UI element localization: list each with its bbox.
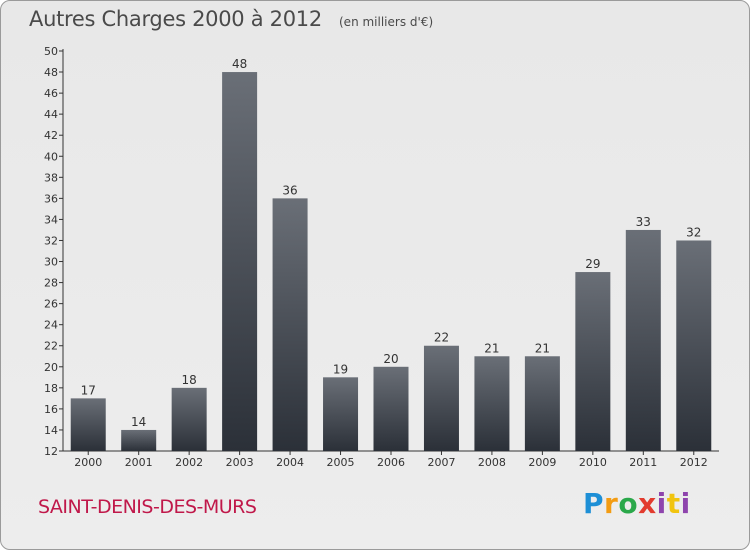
bar-value-label: 19 xyxy=(333,362,348,376)
bar-value-label: 14 xyxy=(131,415,146,429)
bar xyxy=(121,429,157,451)
commune-name: SAINT-DENIS-DES-MURS xyxy=(38,496,257,518)
x-tick-label: 2001 xyxy=(125,456,153,469)
y-tick-label: 34 xyxy=(44,213,58,226)
bar-value-label: 36 xyxy=(282,183,297,197)
bar xyxy=(272,198,308,451)
bar xyxy=(474,356,510,451)
bar-value-label: 21 xyxy=(535,341,550,355)
y-tick-label: 42 xyxy=(44,129,58,142)
x-tick-label: 2012 xyxy=(680,456,708,469)
y-tick-label: 12 xyxy=(44,445,58,458)
proxiti-logo[interactable]: Proxiti xyxy=(583,487,691,520)
y-tick-label: 22 xyxy=(44,340,58,353)
y-tick-label: 32 xyxy=(44,234,58,247)
bar-value-label: 17 xyxy=(81,383,96,397)
x-tick-label: 2010 xyxy=(579,456,607,469)
y-tick-label: 26 xyxy=(44,298,58,311)
bar xyxy=(625,229,661,451)
bar xyxy=(524,356,560,451)
x-tick-label: 2004 xyxy=(276,456,304,469)
y-tick-label: 30 xyxy=(44,256,58,269)
y-tick-label: 38 xyxy=(44,171,58,184)
bar-value-label: 33 xyxy=(636,215,651,229)
y-tick-label: 18 xyxy=(44,382,58,395)
y-tick-label: 14 xyxy=(44,424,58,437)
y-tick-label: 24 xyxy=(44,319,58,332)
x-tick-label: 2006 xyxy=(377,456,405,469)
bar-value-label: 48 xyxy=(232,57,247,71)
bar-value-label: 21 xyxy=(484,341,499,355)
x-tick-label: 2008 xyxy=(478,456,506,469)
y-tick-label: 28 xyxy=(44,277,58,290)
x-tick-label: 2011 xyxy=(629,456,657,469)
y-tick-label: 40 xyxy=(44,150,58,163)
x-tick-label: 2000 xyxy=(74,456,102,469)
bar xyxy=(323,377,359,451)
bar-value-label: 29 xyxy=(585,257,600,271)
bar-value-label: 18 xyxy=(182,373,197,387)
y-tick-label: 46 xyxy=(44,87,58,100)
bar xyxy=(70,398,106,451)
y-tick-label: 50 xyxy=(44,45,58,58)
x-tick-label: 2009 xyxy=(528,456,556,469)
y-tick-label: 20 xyxy=(44,361,58,374)
x-tick-label: 2007 xyxy=(427,456,455,469)
chart-title: Autres Charges 2000 à 2012 (en milliers … xyxy=(29,7,433,31)
title-main: Autres Charges 2000 à 2012 xyxy=(29,7,322,31)
bar xyxy=(575,272,611,451)
y-tick-label: 16 xyxy=(44,403,58,416)
x-tick-label: 2005 xyxy=(327,456,355,469)
title-unit: (en milliers d'€) xyxy=(339,15,434,29)
y-tick-label: 36 xyxy=(44,192,58,205)
bar xyxy=(676,240,712,451)
y-tick-label: 48 xyxy=(44,66,58,79)
x-tick-label: 2002 xyxy=(175,456,203,469)
bar xyxy=(222,72,258,451)
y-tick-label: 44 xyxy=(44,108,58,121)
bar xyxy=(373,366,409,451)
x-tick-label: 2003 xyxy=(226,456,254,469)
bar-value-label: 20 xyxy=(383,352,398,366)
bar-value-label: 22 xyxy=(434,331,449,345)
bar-value-label: 32 xyxy=(686,225,701,239)
bar xyxy=(423,345,459,451)
bar xyxy=(171,387,207,451)
